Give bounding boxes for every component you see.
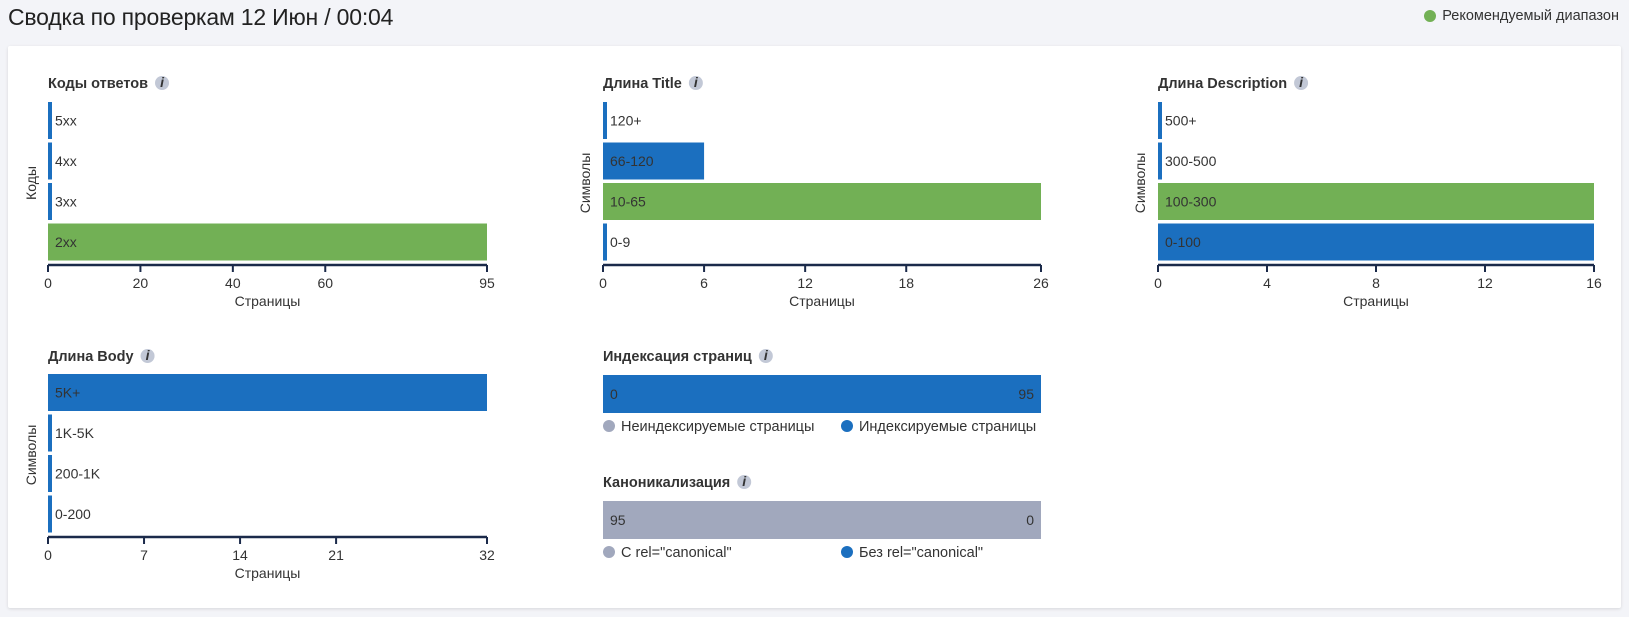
chart-body-length-info-icon-glyph: i <box>146 347 151 363</box>
chart-body-length-tick-label-14: 14 <box>232 547 248 563</box>
recommended-range-label: Рекомендуемый диапазон <box>1442 8 1619 24</box>
chart-title-length-tick-label-6: 6 <box>700 275 708 291</box>
chart-description-length-bar-500+[interactable] <box>1158 102 1162 139</box>
chart-codes-category-label-5xx: 5xx <box>55 113 77 129</box>
chart-body-length-bar-1K-5K[interactable] <box>48 414 52 452</box>
chart-description-length-tick-label-8: 8 <box>1372 275 1380 291</box>
chart-codes-tick-label-40: 40 <box>225 275 241 291</box>
chart-title-length-category-label-10-65: 10-65 <box>610 194 646 210</box>
chart-indexing-info-icon[interactable] <box>758 349 773 363</box>
recommended-range-legend: Рекомендуемый диапазон <box>1424 8 1619 24</box>
chart-body-length-info-icon[interactable] <box>140 349 155 363</box>
chart-description-length-tick-label-4: 4 <box>1263 275 1271 291</box>
chart-body-length-category-label-200-1K: 200-1K <box>55 466 101 482</box>
chart-description-length-category-label-500+: 500+ <box>1165 113 1197 129</box>
chart-codes-bar-4xx[interactable] <box>48 142 52 180</box>
chart-description-length-tick-label-12: 12 <box>1477 275 1493 291</box>
chart-body-length-bar-200-1K[interactable] <box>48 455 52 492</box>
chart-indexing-segment-1[interactable] <box>603 375 1041 413</box>
chart-indexing-legend-label-1: Индексируемые страницы <box>859 419 1036 435</box>
chart-title-length-category-label-120+: 120+ <box>610 113 642 129</box>
chart-canonical-segment-0[interactable] <box>603 501 1041 539</box>
chart-canonical-legend-dot-1[interactable] <box>841 546 853 558</box>
chart-body-length-tick-label-32: 32 <box>479 547 495 563</box>
chart-title-length-title: Длина Title <box>603 76 682 92</box>
chart-body-length-title: Длина Body <box>48 349 134 365</box>
chart-title-length-info-icon-glyph: i <box>694 74 699 90</box>
chart-description-length-category-label-0-100: 0-100 <box>1165 234 1201 250</box>
chart-codes-info-icon[interactable] <box>155 76 170 90</box>
chart-title-length-x-axis-title: Страницы <box>789 293 855 309</box>
chart-title-length-category-label-66-120: 66-120 <box>610 153 654 169</box>
chart-title-length-bar-0-9[interactable] <box>603 223 607 261</box>
chart-description-length-x-axis-title: Страницы <box>1343 293 1409 309</box>
chart-indexing-info-icon-glyph: i <box>764 347 769 363</box>
chart-body-length-bar-5K+[interactable] <box>48 374 487 411</box>
chart-body-length-category-label-0-200: 0-200 <box>55 506 91 522</box>
chart-body-length-x-axis-title: Страницы <box>235 565 301 581</box>
chart-description-length-info-icon-glyph: i <box>1299 74 1304 90</box>
chart-codes-tick-label-60: 60 <box>317 275 333 291</box>
chart-indexing-value-label-0: 0 <box>610 386 618 402</box>
chart-codes-title: Коды ответов <box>48 76 148 92</box>
chart-indexing-legend-dot-1[interactable] <box>841 420 853 432</box>
chart-indexing-legend-label-0: Неиндексируемые страницы <box>621 419 814 435</box>
chart-codes-category-label-3xx: 3xx <box>55 194 77 210</box>
chart-codes-tick-label-95: 95 <box>479 275 495 291</box>
chart-codes-bar-3xx[interactable] <box>48 183 52 220</box>
chart-description-length-category-label-300-500: 300-500 <box>1165 153 1217 169</box>
chart-codes-tick-label-20: 20 <box>133 275 149 291</box>
chart-description-length-bar-100-300[interactable] <box>1158 183 1594 220</box>
page-title: Сводка по проверкам 12 Июн / 00:04 <box>8 4 394 30</box>
chart-title-length-bar-66-120[interactable] <box>603 142 705 180</box>
chart-indexing-value-label-1: 95 <box>1018 386 1034 402</box>
chart-description-length-bar-300-500[interactable] <box>1158 142 1162 180</box>
chart-codes-info-icon-glyph: i <box>160 74 165 90</box>
chart-description-length-title: Длина Description <box>1158 76 1287 92</box>
chart-codes-bar-2xx[interactable] <box>48 223 487 261</box>
chart-canonical-value-label-0: 95 <box>610 512 626 528</box>
chart-body-length-tick-label-7: 7 <box>140 547 148 563</box>
chart-description-length-bar-0-100[interactable] <box>1158 223 1594 261</box>
chart-title-length-tick-label-18: 18 <box>898 275 914 291</box>
chart-codes-tick-label-0: 0 <box>44 275 52 291</box>
chart-codes-category-label-4xx: 4xx <box>55 153 77 169</box>
chart-description-length-tick-label-0: 0 <box>1154 275 1162 291</box>
chart-canonical-legend-dot-0[interactable] <box>603 546 615 558</box>
chart-title-length-tick-label-12: 12 <box>797 275 813 291</box>
chart-title-length-category-label-0-9: 0-9 <box>610 234 630 250</box>
chart-body-length-category-label-5K+: 5K+ <box>55 385 80 401</box>
green-dot-icon <box>1424 10 1437 22</box>
chart-indexing-legend-dot-0[interactable] <box>603 420 615 432</box>
chart-title-length-bar-120+[interactable] <box>603 102 607 139</box>
chart-title-length-tick-label-26: 26 <box>1033 275 1049 291</box>
chart-description-length-info-icon[interactable] <box>1294 76 1309 90</box>
chart-title-length-y-axis-title: Символы <box>577 153 593 214</box>
chart-codes-bar-5xx[interactable] <box>48 102 52 139</box>
chart-body-length-y-axis-title: Символы <box>23 425 39 486</box>
chart-title-length-bar-10-65[interactable] <box>603 183 1041 220</box>
chart-canonical-info-icon-glyph: i <box>742 473 747 489</box>
chart-canonical-info-icon[interactable] <box>737 475 752 489</box>
chart-body-length-tick-label-21: 21 <box>328 547 344 563</box>
chart-indexing-title: Индексация страниц <box>603 349 752 365</box>
chart-canonical-value-label-1: 0 <box>1026 512 1034 528</box>
chart-body-length-category-label-1K-5K: 1K-5K <box>55 425 95 441</box>
chart-description-length-category-label-100-300: 100-300 <box>1165 194 1217 210</box>
chart-codes-y-axis-title: Коды <box>23 166 39 200</box>
chart-description-length-y-axis-title: Символы <box>1132 153 1148 214</box>
chart-codes-x-axis-title: Страницы <box>235 293 301 309</box>
chart-title-length-tick-label-0: 0 <box>599 275 607 291</box>
chart-body-length-tick-label-0: 0 <box>44 547 52 563</box>
chart-title-length-info-icon[interactable] <box>688 76 703 90</box>
chart-codes-category-label-2xx: 2xx <box>55 234 77 250</box>
chart-canonical-title: Каноникализация <box>603 475 730 491</box>
chart-canonical-legend-label-0: С rel="canonical" <box>621 545 732 561</box>
chart-body-length-bar-0-200[interactable] <box>48 495 52 533</box>
chart-canonical-legend-label-1: Без rel="canonical" <box>859 545 983 561</box>
chart-description-length-tick-label-16: 16 <box>1586 275 1602 291</box>
